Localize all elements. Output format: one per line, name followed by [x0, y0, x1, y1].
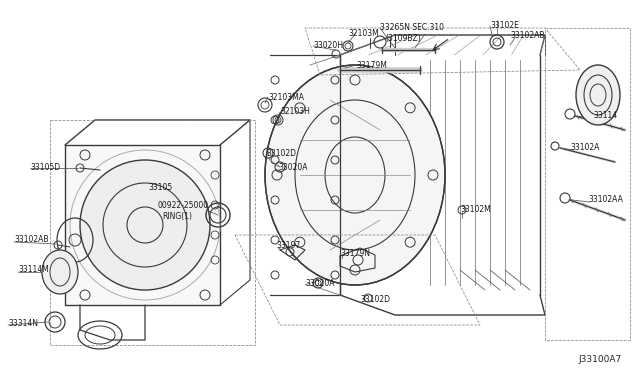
Ellipse shape — [576, 65, 620, 125]
Text: 33102M: 33102M — [460, 205, 491, 215]
Text: 33102E: 33102E — [490, 22, 519, 31]
Text: 33105D: 33105D — [30, 164, 60, 173]
Text: 32103MA: 32103MA — [268, 93, 304, 102]
Text: 00922-25000: 00922-25000 — [158, 202, 209, 211]
Text: RING(1): RING(1) — [162, 212, 192, 221]
Text: 33102D: 33102D — [266, 148, 296, 157]
Text: (3109BZ): (3109BZ) — [385, 33, 420, 42]
Text: 33114M: 33114M — [18, 266, 49, 275]
Ellipse shape — [42, 250, 78, 294]
Text: 33102AB: 33102AB — [510, 32, 545, 41]
Text: 33102D: 33102D — [360, 295, 390, 305]
Text: 32103M: 32103M — [348, 29, 379, 38]
Text: 33020H: 33020H — [313, 42, 343, 51]
Text: 33102AA: 33102AA — [588, 196, 623, 205]
Text: 33197: 33197 — [276, 241, 300, 250]
Text: 33020A: 33020A — [278, 163, 307, 171]
Text: 33114: 33114 — [593, 112, 617, 121]
Text: 33265N SEC.310: 33265N SEC.310 — [380, 23, 444, 32]
Text: 33179M: 33179M — [356, 61, 387, 70]
Text: 33102A: 33102A — [570, 144, 600, 153]
Text: 33179N: 33179N — [340, 248, 370, 257]
Text: 33105: 33105 — [148, 183, 172, 192]
Ellipse shape — [265, 65, 445, 285]
Text: 33020A: 33020A — [305, 279, 335, 288]
Text: 33102AB: 33102AB — [14, 235, 49, 244]
Text: J33100A7: J33100A7 — [579, 356, 622, 365]
Text: 33314N: 33314N — [8, 320, 38, 328]
Text: 32103H: 32103H — [280, 108, 310, 116]
Ellipse shape — [80, 160, 210, 290]
Polygon shape — [65, 145, 220, 305]
